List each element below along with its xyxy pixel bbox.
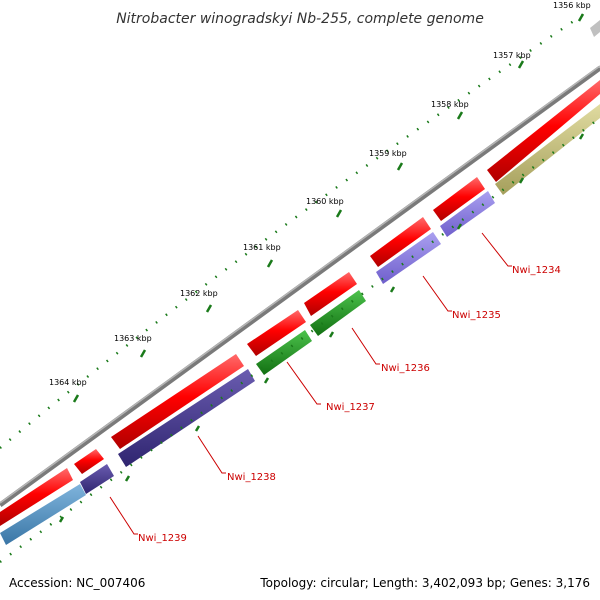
gene-label-nwi-1239: Nwi_1239 [138, 533, 187, 544]
tick-label-1361: 1361 kbp [243, 243, 281, 252]
gene-forward-2 [74, 449, 104, 474]
tick-label-1362: 1362 kbp [180, 289, 218, 298]
genome-summary-text: Topology: circular; Length: 3,402,093 bp… [260, 576, 590, 590]
tick-labels: 1356 kbp 1357 kbp 1358 kbp 1359 kbp 1360… [49, 1, 591, 387]
gene-label-nwi-1238: Nwi_1238 [227, 472, 276, 483]
gene-reverse-olive [495, 104, 600, 195]
tick-label-1360: 1360 kbp [306, 197, 344, 206]
gene-label-nwi-1235: Nwi_1235 [452, 310, 501, 321]
gene-forward-5 [304, 272, 357, 316]
gene-forward-3 [111, 354, 244, 449]
forward-strand-genes [0, 80, 600, 526]
gene-labels: Nwi_1234 Nwi_1235 Nwi_1236 Nwi_1237 Nwi_… [138, 265, 561, 544]
gene-reverse-green-1 [256, 330, 312, 375]
tick-label-1358: 1358 kbp [431, 100, 469, 109]
gene-reverse-blue [0, 484, 86, 545]
gene-forward-4 [247, 310, 306, 356]
gene-reverse-dark-large [118, 369, 255, 467]
tick-label-1359: 1359 kbp [369, 149, 407, 158]
gene-forward-1 [0, 468, 73, 526]
tick-label-1357: 1357 kbp [493, 51, 531, 60]
gene-reverse-dark-small [80, 464, 114, 494]
tick-label-1363: 1363 kbp [114, 334, 152, 343]
accession-text: Accession: NC_007406 [9, 576, 146, 590]
gene-label-nwi-1234: Nwi_1234 [512, 265, 561, 276]
major-ticks [72, 13, 585, 403]
genome-backbone [0, 65, 600, 508]
inner-major-ticks [58, 133, 585, 523]
gene-reverse-purple-2 [440, 191, 495, 237]
gene-forward-8 [487, 80, 600, 182]
tick-label-1356: 1356 kbp [553, 1, 591, 10]
gene-forward-6 [370, 217, 431, 267]
gene-grey-partial [590, 20, 600, 37]
reverse-strand-genes [0, 104, 600, 545]
scale-ring [0, 8, 591, 449]
gene-label-leaders [109, 232, 512, 535]
genome-title: Nitrobacter winogradskyi Nb-255, complet… [116, 11, 484, 27]
gene-label-nwi-1237: Nwi_1237 [326, 402, 375, 413]
tick-label-1364: 1364 kbp [49, 378, 87, 387]
gene-forward-7 [433, 177, 485, 221]
gene-label-nwi-1236: Nwi_1236 [381, 363, 430, 374]
